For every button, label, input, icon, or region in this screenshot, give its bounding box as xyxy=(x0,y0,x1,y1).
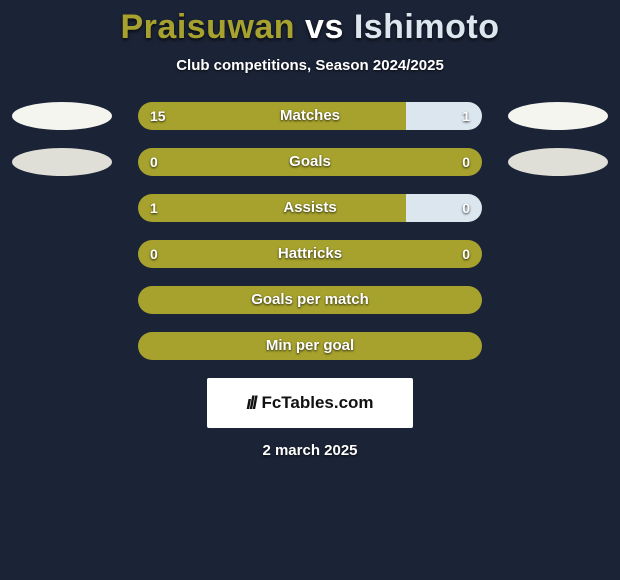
stat-bar-left xyxy=(138,148,482,176)
stat-bar-track xyxy=(138,148,482,176)
stat-row: Assists10 xyxy=(0,194,620,222)
stat-row: Hattricks00 xyxy=(0,240,620,268)
stat-bar-track xyxy=(138,286,482,314)
stat-bar-track xyxy=(138,102,482,130)
player-right-oval xyxy=(508,102,608,130)
player-left-oval xyxy=(12,148,112,176)
player-right-oval xyxy=(508,148,608,176)
fctables-logo: ıll FcTables.com xyxy=(207,378,413,428)
stat-bar-right xyxy=(406,102,482,130)
stat-bar-left xyxy=(138,286,482,314)
title-player-left: Praisuwan xyxy=(121,8,296,46)
title-player-right: Ishimoto xyxy=(354,8,500,46)
stat-row: Goals per match xyxy=(0,286,620,314)
stat-bar-track xyxy=(138,240,482,268)
stats-container: Matches151 Goals00 Assists10 Hattricks00 Goa… xyxy=(0,102,620,360)
title-vs: vs xyxy=(305,8,344,46)
stat-bar-left xyxy=(138,194,406,222)
subtitle: Club competitions, Season 2024/2025 xyxy=(0,57,620,74)
stat-row: Matches151 xyxy=(0,102,620,130)
stat-bar-track xyxy=(138,332,482,360)
stat-row: Goals00 xyxy=(0,148,620,176)
player-left-oval xyxy=(12,102,112,130)
stat-bar-left xyxy=(138,102,406,130)
stat-bar-track xyxy=(138,194,482,222)
comparison-card: Praisuwan vs Ishimoto Club competitions,… xyxy=(0,0,620,580)
stat-bar-left xyxy=(138,240,482,268)
stat-row: Min per goal xyxy=(0,332,620,360)
stat-bar-left xyxy=(138,332,482,360)
page-title: Praisuwan vs Ishimoto xyxy=(0,0,620,47)
logo-text: FcTables.com xyxy=(261,393,373,413)
stat-bar-right xyxy=(406,194,482,222)
date-line: 2 march 2025 xyxy=(0,442,620,459)
chart-icon: ıll xyxy=(246,393,255,414)
